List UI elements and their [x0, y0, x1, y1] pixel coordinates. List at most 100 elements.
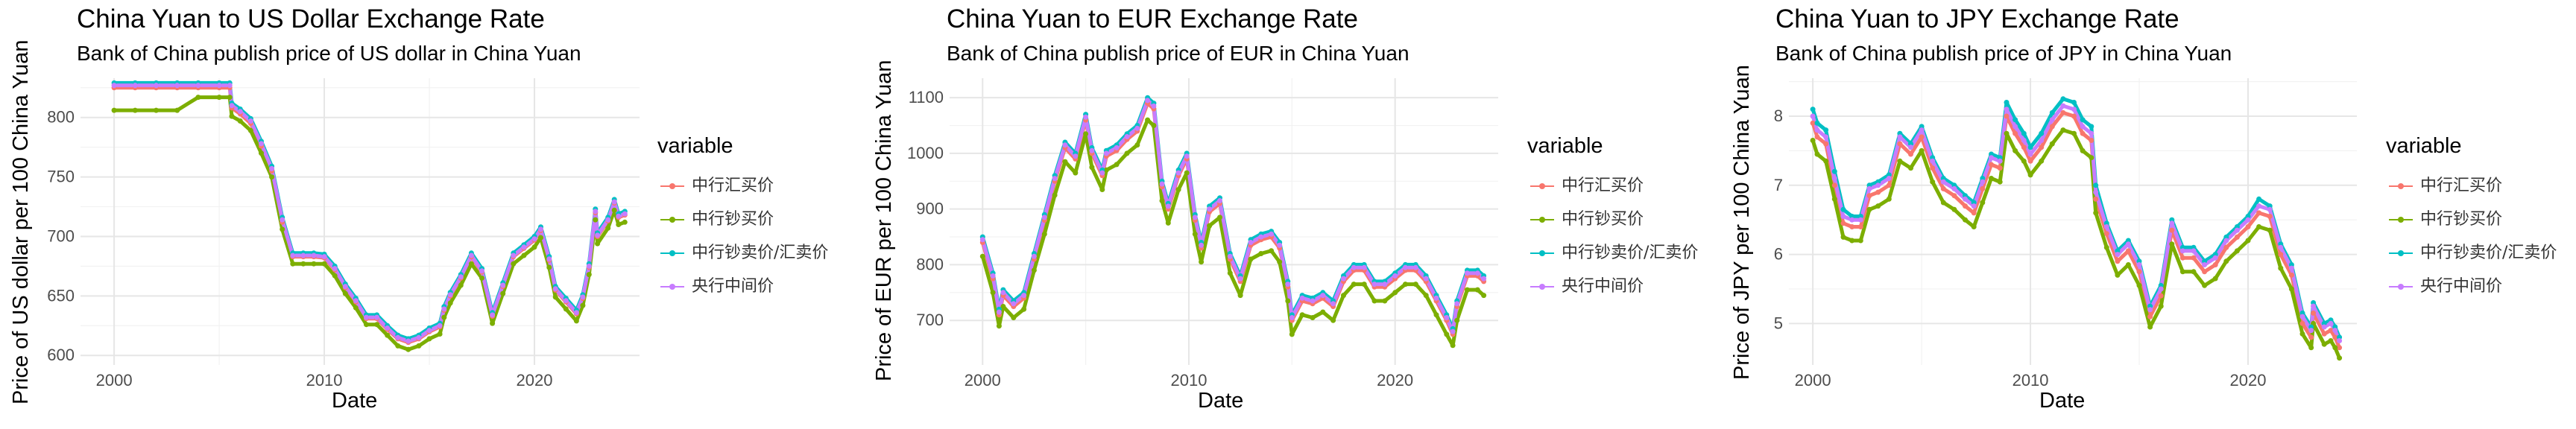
- data-point: [1454, 301, 1460, 307]
- data-point: [195, 83, 201, 89]
- data-point: [290, 252, 296, 258]
- data-point: [552, 294, 558, 300]
- data-point: [1041, 231, 1047, 237]
- data-point: [1971, 224, 1977, 229]
- data-point: [2308, 328, 2314, 334]
- data-point: [280, 226, 285, 232]
- data-point: [490, 312, 496, 318]
- legend-key: [1527, 205, 1557, 235]
- data-point: [1237, 293, 1243, 299]
- data-point: [342, 290, 348, 296]
- data-point: [580, 302, 586, 308]
- data-point: [1031, 267, 1037, 273]
- data-point: [2012, 130, 2018, 136]
- data-point: [2158, 293, 2164, 299]
- data-point: [1103, 167, 1109, 173]
- y-tick-label: 700: [916, 311, 944, 329]
- legend-item: 中行钞买价: [2386, 205, 2502, 235]
- legend-item: 中行钞卖价/汇卖价: [657, 238, 828, 268]
- data-point: [1371, 282, 1377, 287]
- data-point: [2245, 217, 2251, 223]
- data-point: [979, 253, 985, 259]
- data-point: [2071, 100, 2077, 105]
- data-point: [2060, 127, 2066, 133]
- chart-subtitle: Bank of China publish price of JPY in Ch…: [1775, 42, 2232, 65]
- data-point: [1011, 315, 1017, 320]
- data-point: [1165, 220, 1171, 226]
- data-point: [479, 268, 484, 274]
- x-tick-label: 2010: [1170, 371, 1207, 390]
- data-point: [2202, 282, 2208, 288]
- data-point: [1857, 238, 1863, 244]
- x-tick-label: 2010: [306, 371, 343, 390]
- data-point: [2021, 144, 2027, 150]
- data-point: [1175, 187, 1181, 192]
- data-point: [996, 323, 1002, 329]
- data-point: [1175, 170, 1181, 176]
- data-point: [2212, 262, 2218, 267]
- data-point: [2328, 320, 2334, 326]
- data-point: [1099, 187, 1105, 192]
- data-point: [1277, 259, 1283, 265]
- data-point: [990, 290, 996, 296]
- data-point: [2267, 214, 2273, 219]
- legend-item: 中行汇买价: [2386, 171, 2502, 201]
- data-point: [2012, 124, 2018, 130]
- data-point: [468, 261, 474, 267]
- data-point: [1341, 276, 1346, 282]
- data-point: [2191, 255, 2197, 261]
- data-point: [563, 306, 569, 312]
- data-point: [2147, 307, 2153, 313]
- data-point: [195, 95, 201, 101]
- y-axis-label: Price of EUR per 100 China Yuan: [872, 60, 896, 381]
- data-point: [2299, 331, 2305, 337]
- series-line: [114, 80, 626, 341]
- data-point: [2004, 113, 2010, 119]
- series-line: [114, 95, 626, 352]
- chart-panel-eur: 2000 2010 2020 700 800 900 1000 1100 China Yuan…: [859, 0, 1717, 429]
- legend-item: 中行钞卖价/汇卖价: [1527, 238, 1698, 268]
- x-tick-label: 2000: [965, 371, 1001, 390]
- data-point: [1089, 165, 1095, 171]
- data-point: [1423, 293, 1429, 299]
- data-point: [2039, 130, 2045, 136]
- data-point: [332, 273, 338, 279]
- data-point: [552, 286, 558, 292]
- data-point: [1217, 214, 1222, 220]
- chart-panel-usd: 2000 2010 2020 600 650 700 750 800 China Yuan t…: [0, 0, 859, 429]
- data-point: [458, 274, 464, 280]
- data-point: [1930, 179, 1936, 185]
- data-point: [2278, 252, 2284, 258]
- data-point: [416, 334, 422, 340]
- data-point: [2021, 130, 2027, 136]
- data-point: [216, 83, 222, 89]
- chart-panel-jpy: 2000 2010 2020 5 6 7 8 China Yuan to JPY Excha…: [1717, 0, 2576, 429]
- legend-key: [2386, 205, 2416, 235]
- data-point: [1930, 165, 1936, 171]
- data-point: [2311, 310, 2317, 316]
- data-point: [2089, 155, 2094, 161]
- data-point: [616, 213, 622, 219]
- data-point: [1840, 220, 1846, 226]
- y-tick-label: 1100: [909, 88, 944, 107]
- data-point: [1124, 134, 1130, 139]
- data-point: [1207, 223, 1213, 229]
- legend-item: 央行中间价: [1527, 272, 1644, 302]
- data-point: [2080, 130, 2086, 136]
- data-point: [2169, 241, 2175, 247]
- data-point: [2071, 107, 2077, 112]
- data-point: [586, 263, 592, 269]
- data-point: [447, 300, 453, 306]
- data-point: [2256, 224, 2262, 229]
- data-point: [1192, 231, 1198, 237]
- data-point: [1481, 293, 1487, 299]
- data-point: [1159, 181, 1165, 187]
- data-point: [2158, 286, 2164, 292]
- data-point: [1980, 200, 1986, 206]
- legend-key: [2386, 272, 2416, 302]
- data-point: [2278, 244, 2284, 250]
- data-point: [374, 314, 380, 320]
- data-point: [521, 244, 527, 250]
- data-point: [1908, 151, 1913, 157]
- data-point: [1351, 282, 1357, 287]
